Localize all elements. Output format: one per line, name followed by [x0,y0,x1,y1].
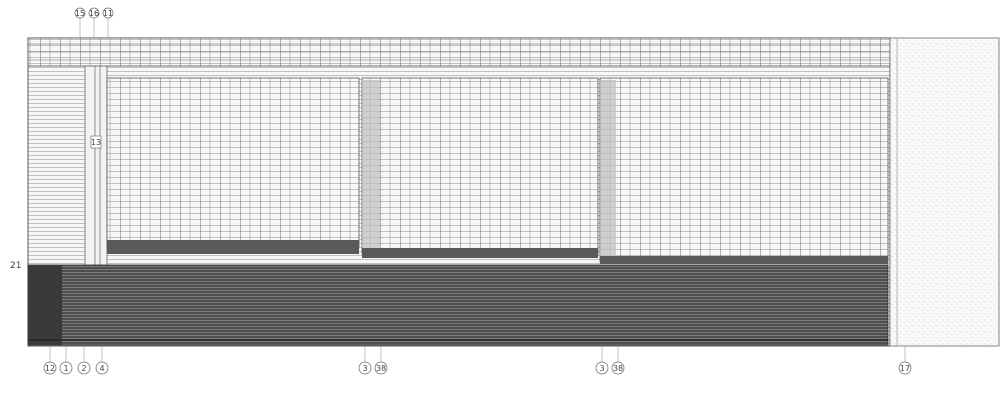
callout-bottom-6: 38 [376,364,386,373]
callout-bottom-7: 3 [599,364,604,373]
callout-top-c: 11 [103,9,113,18]
panel-2 [361,77,599,258]
callout-bottom-1: 12 [45,364,55,373]
panel-3 [599,77,889,264]
callout-top-a: 15 [75,9,85,18]
callout-bottom-3: 2 [81,364,86,373]
callout-inner: 13 [90,135,102,149]
callouts-bottom: 12 1 2 4 3 38 3 38 17 [43,346,912,375]
callout-bottom-8: 38 [613,364,623,373]
base-band [27,264,889,346]
top-beam [27,37,891,67]
side-label: 21 [10,261,21,271]
callout-bottom-9: 17 [900,364,910,373]
callout-bottom-5: 3 [362,364,367,373]
callout-top-b: 16 [89,9,99,18]
callout-bottom-4: 4 [99,364,104,373]
callout-bottom-2: 1 [63,364,68,373]
panel-1 [106,77,360,254]
callout-inner-left: 13 [91,138,101,147]
right-stipple-panel [889,37,1000,347]
callouts-top: 15 16 11 [74,7,114,38]
